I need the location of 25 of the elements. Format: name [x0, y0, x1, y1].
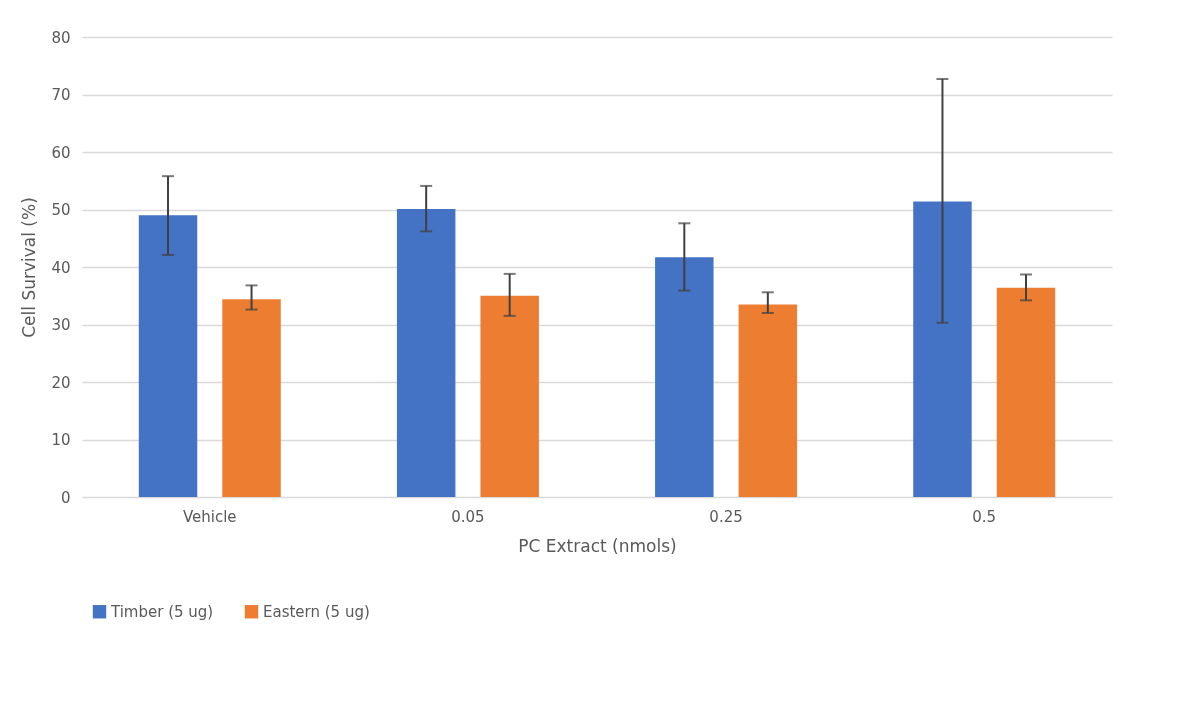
y-tick-label: 10 — [51, 431, 71, 449]
bar — [655, 257, 714, 497]
y-axis-title: Cell Survival (%) — [19, 197, 40, 338]
x-tick-label: Vehicle — [182, 507, 237, 526]
y-tick-label: 20 — [51, 373, 71, 392]
y-tick-label: 50 — [51, 201, 71, 219]
y-tick-label: 30 — [51, 316, 71, 334]
y-tick-label: 40 — [51, 258, 71, 277]
bar — [738, 304, 798, 497]
y-tick-label: 70 — [51, 86, 71, 104]
bar — [396, 208, 456, 497]
y-tick-label: 60 — [51, 143, 71, 162]
x-tick-label: 0.5 — [972, 507, 997, 526]
legend-label: Eastern (5 ug) — [263, 602, 370, 621]
bar — [480, 295, 539, 497]
y-tick-label: 80 — [51, 28, 71, 47]
y-tick-label: 0 — [60, 488, 71, 507]
legend-label: Timber (5 ug) — [110, 602, 214, 621]
bar — [913, 201, 972, 497]
bar — [222, 299, 281, 497]
bar — [138, 215, 198, 497]
x-axis-title: PC Extract (nmols) — [518, 535, 677, 556]
x-tick-label: 0.25 — [709, 507, 743, 526]
bar — [996, 287, 1056, 497]
x-tick-label: 0.05 — [451, 507, 485, 526]
